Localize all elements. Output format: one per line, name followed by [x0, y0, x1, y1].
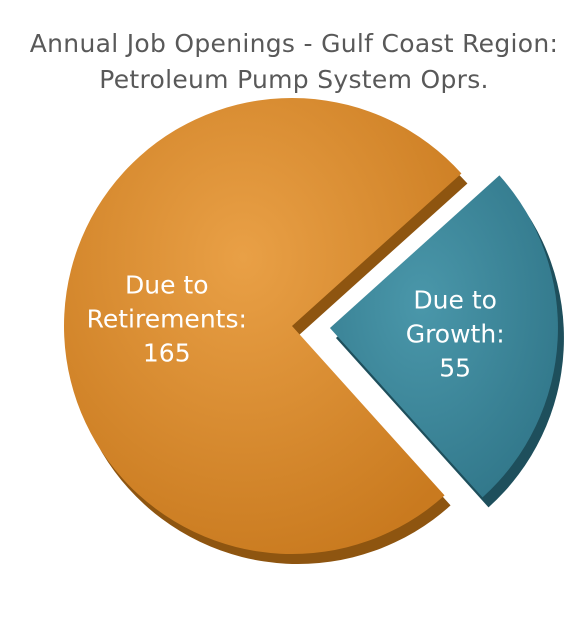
chart-title-line-1: Annual Job Openings - Gulf Coast Region: — [29, 29, 559, 58]
chart-title: Annual Job Openings - Gulf Coast Region:… — [0, 26, 588, 98]
pie-slice-label-0-0: Due to — [125, 270, 209, 299]
pie-slice-label-0-1: Retirements: — [87, 304, 247, 333]
pie-slice-label-0-2: 165 — [143, 338, 191, 367]
pie-slice-label-1-2: 55 — [439, 354, 471, 383]
pie-slice-label-1-1: Growth: — [406, 320, 505, 349]
pie-slice-0 — [64, 97, 462, 554]
pie-slice-label-1-0: Due to — [413, 286, 497, 315]
pie-slice-1 — [329, 175, 558, 498]
chart-title-line-2: Petroleum Pump System Oprs. — [99, 65, 489, 94]
